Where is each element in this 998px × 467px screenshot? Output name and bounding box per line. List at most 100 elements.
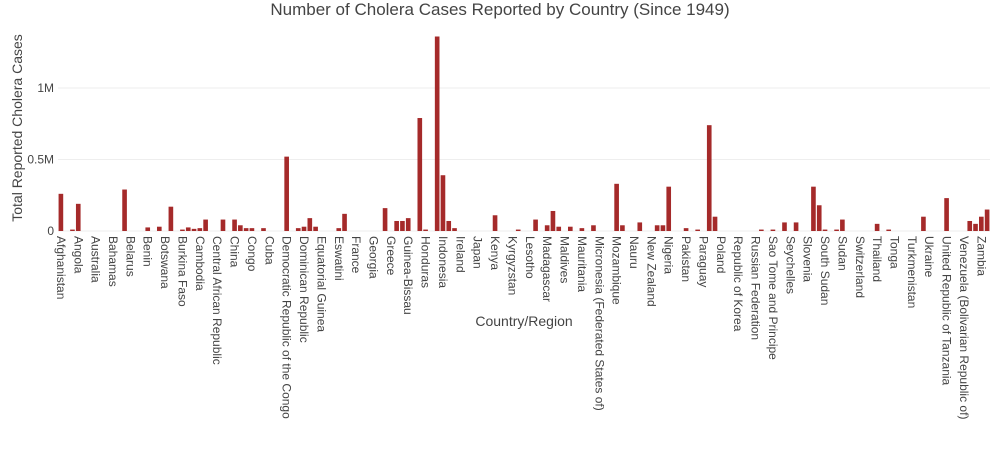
- bar: [515, 229, 521, 231]
- x-tick-label: Honduras: [419, 236, 433, 288]
- bar: [533, 219, 538, 231]
- x-tick-label: Congo: [245, 236, 259, 272]
- bar: [544, 225, 550, 231]
- x-tick-label: Tonga: [887, 236, 901, 269]
- x-tick-label: Botswana: [158, 236, 172, 289]
- bar: [984, 209, 990, 231]
- x-tick-label: Greece: [384, 236, 398, 276]
- bar: [567, 226, 573, 231]
- x-tick-label: France: [349, 236, 363, 274]
- x-tick-label: Central African Republic: [210, 236, 224, 365]
- bar: [921, 216, 926, 231]
- bar: [405, 218, 411, 231]
- x-tick-label: Ukraine: [922, 236, 936, 278]
- bar: [185, 227, 191, 231]
- x-tick-label: Zambia: [974, 236, 988, 276]
- chart-title: Number of Cholera Cases Reported by Coun…: [270, 0, 729, 19]
- bar: [434, 36, 440, 231]
- bar: [301, 226, 307, 231]
- x-tick-label: Cuba: [262, 236, 276, 265]
- x-tick-label: Nigeria: [662, 236, 676, 274]
- bar: [168, 206, 174, 231]
- bar: [156, 226, 162, 231]
- x-tick-label: Sudan: [835, 236, 849, 271]
- bar: [492, 215, 498, 231]
- x-tick-label: Mozambique: [610, 236, 624, 305]
- x-tick-label: Afghanistan: [54, 236, 68, 299]
- x-tick-label: Bahamas: [106, 236, 120, 287]
- bar: [70, 229, 75, 231]
- x-tick-label: Slovenia: [801, 236, 815, 282]
- bar: [706, 125, 712, 231]
- bar: [973, 223, 978, 231]
- bar: [313, 226, 318, 231]
- x-tick-label: Guinea-Bissau: [401, 236, 415, 315]
- bar: [336, 228, 342, 231]
- x-tick-label: Angola: [71, 236, 85, 274]
- x-tick-label: Benin: [141, 236, 155, 267]
- bar: [203, 219, 208, 231]
- bar: [446, 220, 452, 231]
- bar: [550, 210, 556, 231]
- bar: [967, 220, 973, 231]
- x-tick-label: Mauritania: [575, 236, 589, 292]
- y-axis-title: Total Reported Cholera Cases: [9, 34, 25, 222]
- bar: [822, 229, 828, 231]
- bar: [654, 225, 660, 231]
- bar: [191, 228, 197, 231]
- x-tick-label: Belarus: [123, 236, 137, 277]
- bar: [695, 229, 700, 231]
- bar: [556, 226, 562, 231]
- bar: [249, 228, 255, 231]
- bar: [886, 229, 892, 231]
- bar: [874, 223, 880, 231]
- bar: [238, 225, 243, 231]
- bar: [261, 228, 266, 231]
- x-tick-label: Venezuela (Bolivarian Republic of): [957, 236, 971, 419]
- bar: [197, 228, 203, 231]
- bar: [284, 156, 289, 231]
- x-tick-label: Democratic Republic of the Congo: [280, 236, 294, 419]
- x-tick-label: Turkmenistan: [905, 236, 919, 308]
- bar: [614, 183, 619, 231]
- x-tick-label: Kyrgyzstan: [505, 236, 519, 295]
- bar: [759, 229, 764, 231]
- bar: [816, 205, 822, 231]
- bar: [637, 222, 643, 231]
- bar: [58, 193, 64, 231]
- bar: [944, 198, 949, 231]
- bar: [620, 225, 625, 231]
- bar: [220, 219, 226, 231]
- x-tick-label: Japan: [471, 236, 485, 269]
- bar: [394, 220, 399, 231]
- x-tick-label: Poland: [714, 236, 728, 273]
- y-tick-label: 0.5M: [27, 152, 54, 166]
- bar: [660, 225, 666, 231]
- x-tick-label: United Republic of Tanzania: [940, 236, 954, 386]
- x-axis-title: Country/Region: [475, 313, 572, 329]
- x-tick-label: Seychelles: [783, 236, 797, 294]
- x-tick-label: Maldives: [558, 236, 572, 283]
- bar: [579, 228, 585, 231]
- x-tick-label: Dominican Republic: [297, 236, 311, 343]
- bar: [243, 228, 249, 231]
- x-tick-label: Equatorial Guinea: [314, 236, 328, 332]
- bar: [712, 216, 718, 231]
- bar: [683, 228, 689, 231]
- x-tick-label: Nauru: [627, 236, 641, 269]
- bar: [811, 186, 816, 231]
- x-tick-label: New Zealand: [644, 236, 658, 307]
- x-tick-label: Australia: [89, 236, 103, 283]
- bar: [770, 229, 776, 231]
- x-tick-label: Paraguay: [696, 236, 710, 287]
- x-tick-label: Kenya: [488, 236, 502, 270]
- x-tick-label: Ireland: [453, 236, 467, 273]
- bar: [180, 229, 185, 231]
- x-tick-label: Lesotho: [523, 236, 537, 279]
- y-tick-label: 0: [47, 224, 54, 238]
- bar: [122, 189, 127, 231]
- x-tick-label: Thailand: [870, 236, 884, 282]
- x-tick-label: Madagascar: [540, 236, 554, 302]
- bar: [382, 208, 388, 231]
